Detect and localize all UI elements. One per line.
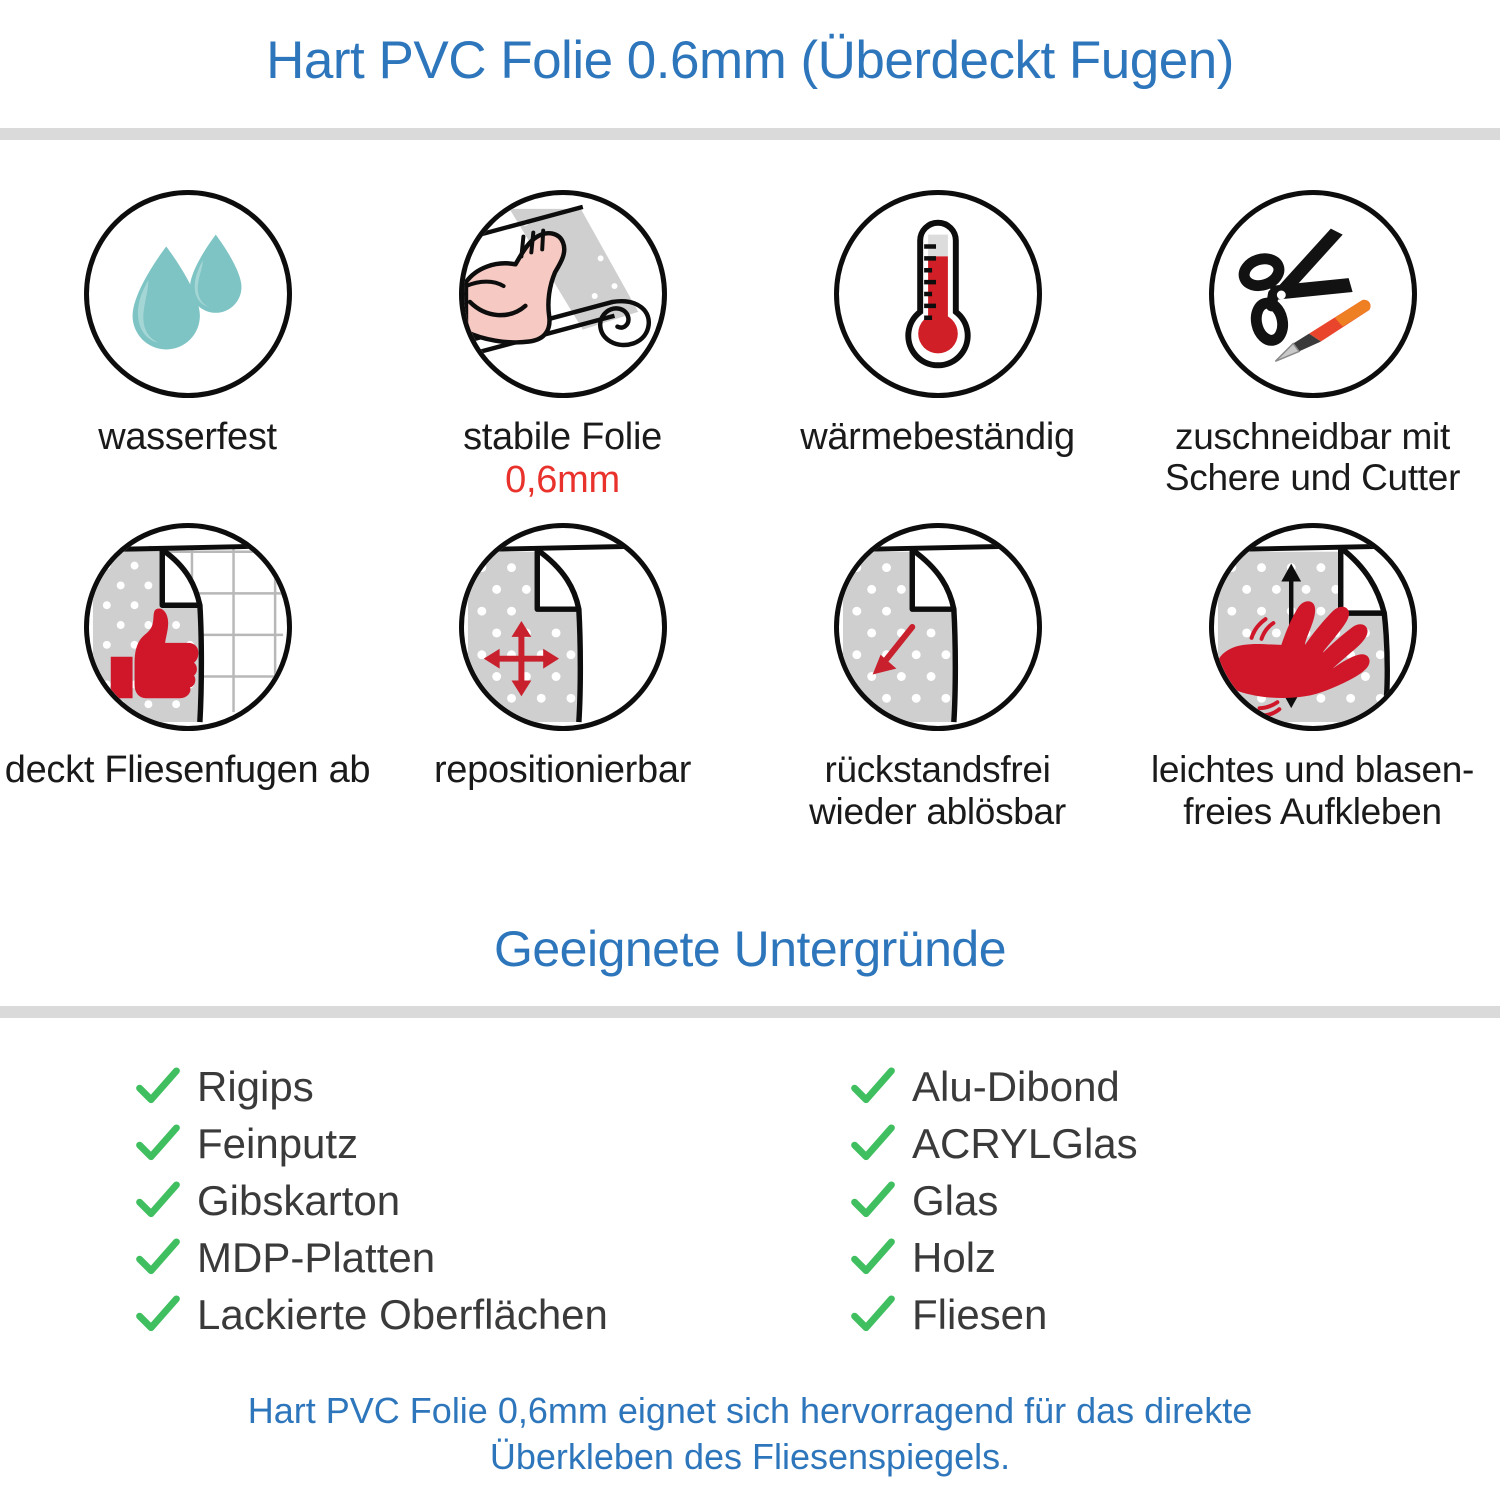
divider-mid: [0, 1006, 1500, 1018]
feature-label-line2: wieder ablösbar: [809, 790, 1066, 832]
feature-label: leichtes und blasen- freies Aufkleben: [1151, 749, 1474, 832]
feature-label-line2: Schere und Cutter: [1164, 457, 1461, 499]
substrate-column-right: Alu-Dibond ACRYLGlas Glas Holz Fliesen: [850, 1058, 1138, 1343]
scissors-cutter-icon: [1238, 228, 1370, 363]
list-item: Alu-Dibond: [850, 1058, 1138, 1115]
substrate-label: ACRYLGlas: [912, 1119, 1138, 1167]
feature-repositionierbar: repositionierbar: [375, 523, 750, 832]
smoothing-hand-icon: [1215, 543, 1408, 723]
feature-label: wasserfest: [98, 416, 277, 458]
list-item: Feinputz: [135, 1115, 755, 1172]
divider-top: [0, 128, 1500, 140]
feature-icon-circle: [1208, 523, 1417, 732]
list-item: Gibskarton: [135, 1172, 755, 1229]
substrate-label: Alu-Dibond: [912, 1062, 1120, 1110]
water-drops-icon: [132, 234, 241, 350]
substrate-checklists: Rigips Feinputz Gibskarton MDP-Platten L…: [0, 1058, 1500, 1343]
footer-note: Hart PVC Folie 0,6mm eignet sich hervorr…: [0, 1388, 1500, 1480]
thermometer-icon: [904, 219, 971, 369]
list-item: Rigips: [135, 1058, 755, 1115]
check-icon: [851, 1294, 895, 1331]
feature-label: repositionierbar: [433, 749, 692, 792]
feature-stabile-folie: stabile Folie 0,6mm: [375, 190, 750, 501]
check-icon: [136, 1237, 180, 1274]
feature-wasserfest: wasserfest: [0, 190, 375, 501]
feature-label-line1: rückstandsfrei: [824, 749, 1051, 791]
check-icon: [851, 1180, 895, 1217]
feature-row-2: deckt Fliesenfugen ab: [0, 523, 1500, 832]
section-title-substrates: Geeignete Untergründe: [493, 921, 1007, 977]
feature-label-line2: freies Aufkleben: [1183, 790, 1442, 832]
feature-label-main: stabile Folie: [463, 416, 662, 458]
check-icon: [136, 1180, 180, 1217]
check-icon: [136, 1123, 180, 1160]
list-item: MDP-Platten: [135, 1229, 755, 1286]
footer-line-2: Überkleben des Fliesenspiegels.: [489, 1436, 1011, 1478]
substrate-label: Glas: [912, 1176, 999, 1224]
four-way-arrow-foil-icon: [467, 543, 658, 723]
feature-row-1: wasserfest: [0, 190, 1500, 501]
feature-deckt-fliesenfugen: deckt Fliesenfugen ab: [0, 523, 375, 832]
check-icon: [851, 1237, 895, 1274]
substrate-column-left: Rigips Feinputz Gibskarton MDP-Platten L…: [135, 1058, 755, 1343]
feature-icon-circle: [833, 190, 1042, 398]
substrate-label: Feinputz: [197, 1119, 359, 1167]
list-item: Holz: [850, 1229, 1138, 1286]
feature-label-line1: leichtes und blasen-: [1150, 749, 1475, 791]
feature-grid: wasserfest: [0, 190, 1500, 832]
substrate-label: Holz: [912, 1233, 997, 1281]
substrate-label: Rigips: [197, 1062, 314, 1110]
feature-aufkleben: leichtes und blasen- freies Aufkleben: [1125, 523, 1500, 832]
check-icon: [851, 1066, 895, 1103]
feature-label: deckt Fliesenfugen ab: [4, 749, 371, 792]
substrate-label: Lackierte Oberflächen: [197, 1290, 608, 1338]
feature-icon-circle: [458, 523, 667, 732]
list-item: Fliesen: [850, 1286, 1138, 1343]
feature-icon-circle: [83, 190, 292, 398]
flexing-arm-foil-roll-icon: [463, 204, 651, 362]
check-icon: [851, 1123, 895, 1160]
list-item: Lackierte Oberflächen: [135, 1286, 755, 1343]
feature-icon-circle: [458, 190, 667, 398]
feature-label: zuschneidbar mit Schere und Cutter: [1165, 416, 1460, 499]
feature-icon-circle: [1208, 190, 1417, 398]
substrate-label: MDP-Platten: [197, 1233, 436, 1281]
thumbs-up-tile-grout-icon: [92, 543, 283, 723]
diagonal-peel-arrow-icon: [842, 543, 1033, 723]
feature-label: wärmebeständig: [800, 416, 1075, 458]
feature-icon-circle: [833, 523, 1042, 732]
feature-icon-circle: [83, 523, 292, 732]
check-icon: [136, 1294, 180, 1331]
feature-label-line1: zuschneidbar mit: [1175, 416, 1450, 457]
substrate-label: Fliesen: [912, 1290, 1048, 1338]
check-icon: [136, 1066, 180, 1103]
list-item: Glas: [850, 1172, 1138, 1229]
feature-rueckstandsfrei: rückstandsfrei wieder ablösbar: [750, 523, 1125, 832]
footer-line-1: Hart PVC Folie 0,6mm eignet sich hervorr…: [247, 1390, 1253, 1431]
feature-label: rückstandsfrei wieder ablösbar: [809, 749, 1066, 832]
page-title: Hart PVC Folie 0.6mm (Überdeckt Fugen): [266, 31, 1234, 90]
list-item: ACRYLGlas: [850, 1115, 1138, 1172]
feature-zuschneidbar: zuschneidbar mit Schere und Cutter: [1125, 190, 1500, 501]
feature-label: stabile Folie 0,6mm: [463, 416, 662, 501]
substrate-label: Gibskarton: [197, 1176, 401, 1224]
feature-label-thickness: 0,6mm: [505, 458, 620, 501]
feature-waermebestaendig: wärmebeständig: [750, 190, 1125, 501]
